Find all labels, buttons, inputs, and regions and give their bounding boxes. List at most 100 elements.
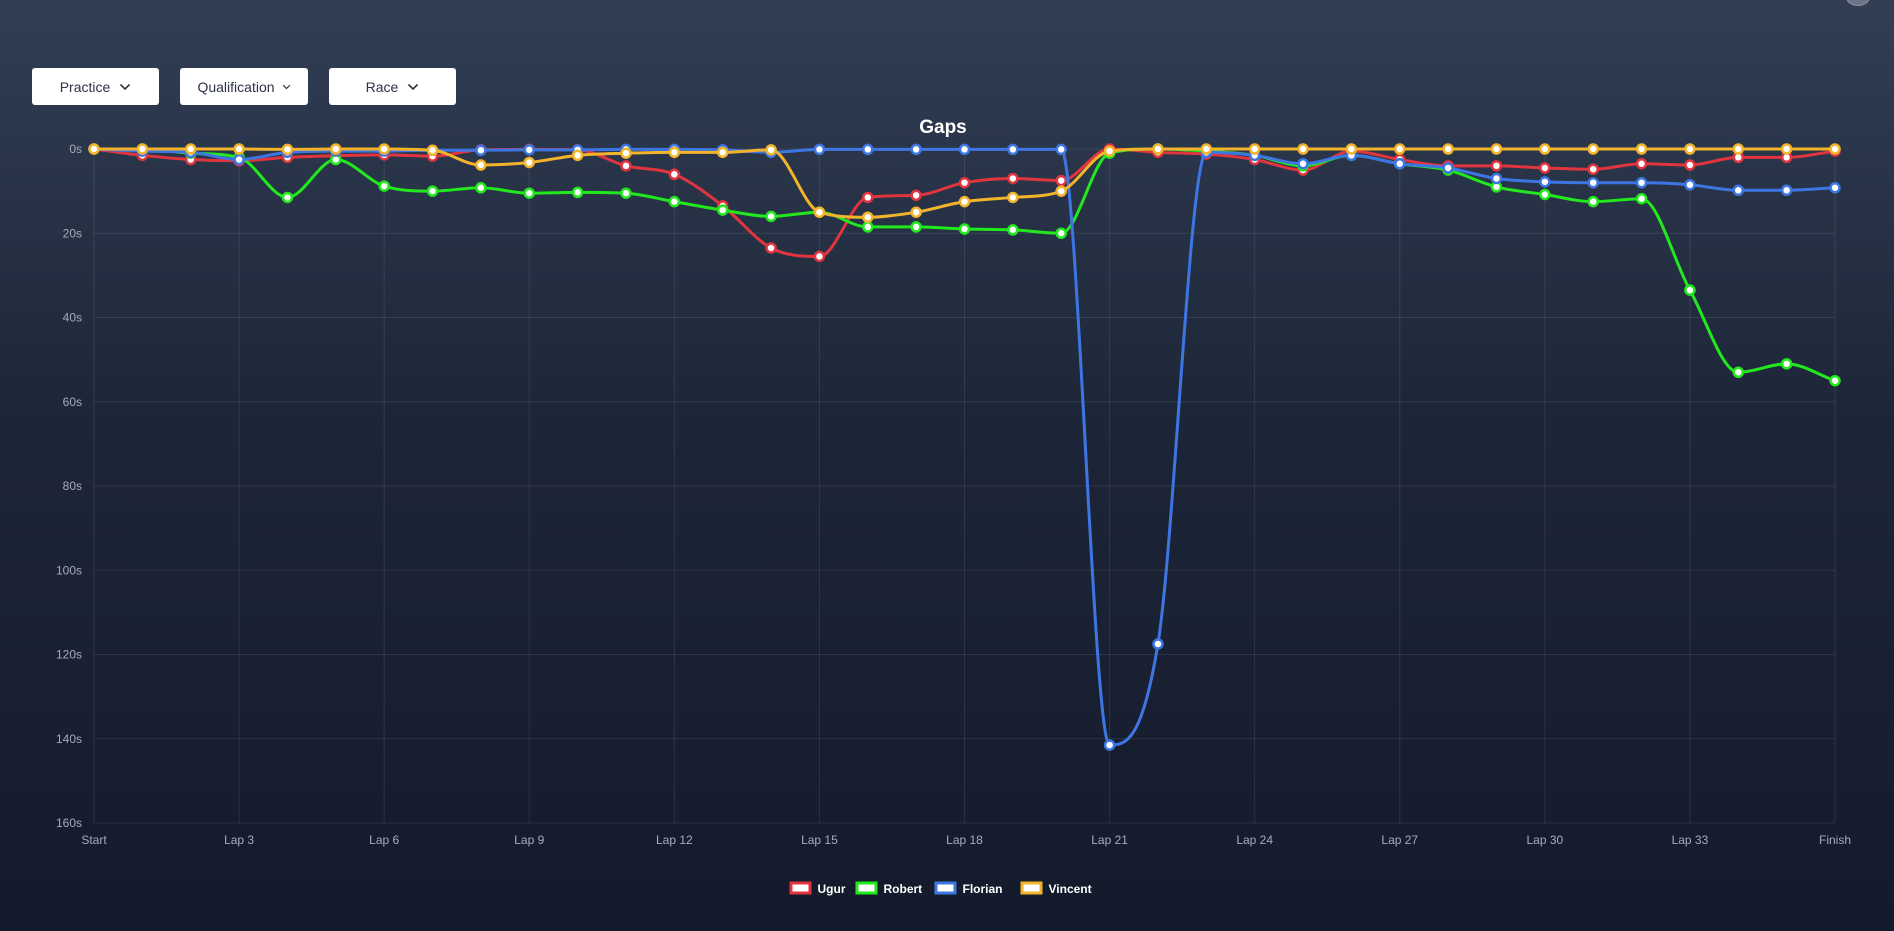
data-point-vincent[interactable] [1442,143,1454,155]
data-point-vincent[interactable] [668,146,681,159]
data-point-ugur[interactable] [1539,162,1551,174]
data-point-vincent[interactable] [1248,143,1261,155]
data-point-robert[interactable] [1007,224,1019,236]
data-point-ugur[interactable] [1587,163,1599,175]
data-point-robert[interactable] [668,195,681,208]
legend-item-vincent[interactable]: Vincent [1020,881,1092,896]
data-point-vincent[interactable] [1780,143,1793,155]
data-point-robert[interactable] [765,210,777,223]
data-point-florian[interactable] [1297,157,1309,170]
data-point-ugur[interactable] [620,160,632,172]
data-point-florian[interactable] [1587,176,1599,189]
data-point-vincent[interactable] [910,206,922,218]
data-point-vincent[interactable] [1490,143,1503,155]
data-point-ugur[interactable] [1684,159,1696,171]
data-point-vincent[interactable] [88,143,100,155]
data-point-vincent[interactable] [765,144,777,156]
data-point-florian[interactable] [1442,162,1454,174]
data-point-robert[interactable] [475,182,487,194]
data-point-florian[interactable] [1684,179,1696,191]
data-point-florian[interactable] [1732,184,1745,197]
data-point-vincent[interactable] [1732,143,1745,155]
data-point-florian[interactable] [475,144,487,157]
data-point-vincent[interactable] [378,143,390,155]
data-point-vincent[interactable] [1055,185,1067,197]
data-point-vincent[interactable] [571,149,584,162]
data-point-vincent[interactable] [1635,143,1648,155]
data-point-vincent[interactable] [1200,143,1213,155]
data-point-florian[interactable] [523,144,535,156]
data-point-florian[interactable] [1829,182,1841,194]
data-point-vincent[interactable] [184,143,197,155]
data-point-vincent[interactable] [1103,145,1116,157]
data-point-robert[interactable] [1732,366,1745,379]
qualification-dropdown[interactable]: Qualification [180,68,308,105]
data-point-florian[interactable] [1490,172,1503,185]
data-point-vincent[interactable] [862,211,874,223]
data-point-robert[interactable] [571,186,584,199]
data-point-vincent[interactable] [426,144,439,157]
data-point-florian[interactable] [862,143,874,156]
data-point-vincent[interactable] [1007,191,1019,204]
data-point-vincent[interactable] [523,156,535,169]
data-point-vincent[interactable] [958,195,971,208]
practice-dropdown[interactable]: Practice [32,68,159,105]
data-point-ugur[interactable] [1007,172,1019,185]
data-point-ugur[interactable] [958,176,971,189]
data-point-florian[interactable] [958,143,971,156]
data-point-florian[interactable] [1539,176,1551,188]
data-point-florian[interactable] [1103,739,1116,751]
data-point-vincent[interactable] [1587,143,1599,155]
data-point-vincent[interactable] [620,147,632,159]
data-point-ugur[interactable] [910,189,922,202]
data-point-florian[interactable] [1780,184,1793,197]
data-point-florian[interactable] [1055,143,1067,156]
race-dropdown[interactable]: Race [329,68,456,105]
data-point-florian[interactable] [1394,157,1406,170]
data-point-vincent[interactable] [1829,143,1841,155]
data-point-ugur[interactable] [668,168,681,181]
data-point-robert[interactable] [1587,195,1599,208]
data-point-robert[interactable] [958,223,971,235]
data-point-robert[interactable] [910,221,922,233]
data-point-robert[interactable] [1829,374,1841,387]
data-point-vincent[interactable] [136,143,149,155]
data-point-florian[interactable] [813,143,826,156]
data-point-robert[interactable] [523,187,535,199]
data-point-vincent[interactable] [475,159,487,171]
data-point-robert[interactable] [281,191,294,204]
data-point-ugur[interactable] [1635,157,1648,170]
data-point-ugur[interactable] [813,250,826,263]
legend-item-ugur[interactable]: Ugur [789,881,846,896]
data-point-vincent[interactable] [813,206,826,218]
data-point-ugur[interactable] [862,191,874,204]
legend-item-florian[interactable]: Florian [934,881,1003,896]
data-point-robert[interactable] [426,185,439,197]
data-point-ugur[interactable] [765,242,777,254]
data-point-robert[interactable] [620,187,632,199]
data-point-vincent[interactable] [1297,143,1309,155]
data-point-vincent[interactable] [1345,143,1358,155]
data-point-robert[interactable] [716,204,729,216]
data-point-florian[interactable] [1635,176,1648,189]
data-point-vincent[interactable] [716,146,729,159]
data-point-vincent[interactable] [1394,143,1406,155]
data-point-robert[interactable] [1539,188,1551,201]
data-point-vincent[interactable] [281,143,294,156]
data-point-vincent[interactable] [1152,143,1164,155]
data-point-robert[interactable] [1635,192,1648,205]
data-point-vincent[interactable] [233,143,245,155]
data-point-florian[interactable] [233,153,245,166]
data-point-vincent[interactable] [330,143,342,155]
data-point-robert[interactable] [1684,284,1696,296]
data-point-florian[interactable] [910,143,922,156]
data-point-florian[interactable] [1007,143,1019,156]
data-point-robert[interactable] [862,221,874,233]
data-point-robert[interactable] [1055,227,1067,239]
data-point-robert[interactable] [1780,358,1793,370]
data-point-florian[interactable] [1152,638,1164,650]
legend-item-robert[interactable]: Robert [855,881,922,896]
data-point-ugur[interactable] [1490,160,1503,172]
data-point-vincent[interactable] [1684,143,1696,155]
data-point-vincent[interactable] [1539,143,1551,155]
